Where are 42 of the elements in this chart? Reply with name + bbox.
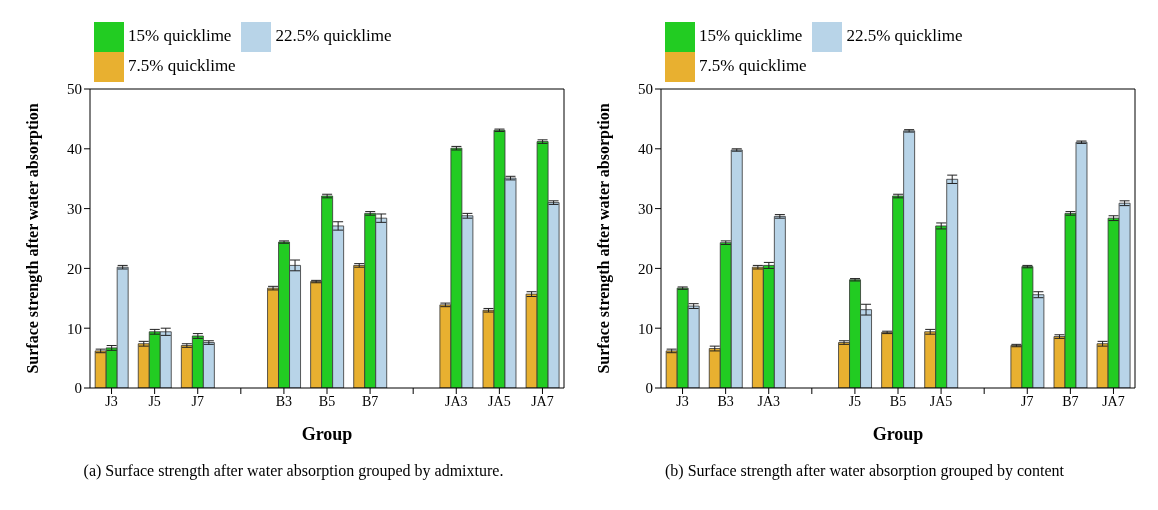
y-tick-label: 50 [638, 81, 653, 98]
x-tick-label: B5 [889, 393, 907, 409]
y-tick-label: 40 [638, 141, 653, 158]
y-tick-label: 30 [638, 200, 653, 217]
y-tick-label: 20 [638, 260, 653, 277]
x-tick-label: B3 [717, 393, 734, 409]
y-tick-label: 0 [645, 380, 653, 397]
y-tick-label: 30 [67, 200, 82, 217]
x-tick-label: J3 [676, 393, 689, 409]
y-axis-title: Surface strength after water absorption [594, 103, 613, 374]
legend-label: 22.5% quicklime [275, 25, 392, 45]
x-tick-label: JA3 [444, 393, 468, 409]
x-tick-label: J5 [848, 393, 862, 409]
y-tick-label: 40 [67, 141, 82, 158]
y-tick-label: 0 [74, 380, 82, 397]
legend-label: 7.5% quicklime [699, 55, 807, 75]
x-tick-label: B7 [361, 393, 379, 409]
legend-label: 15% quicklime [699, 25, 803, 45]
x-tick-label: JA3 [757, 393, 781, 409]
y-tick-label: 20 [67, 260, 82, 277]
x-tick-label: J7 [191, 393, 204, 409]
x-axis-title: Group [872, 424, 924, 444]
x-tick-label: JA7 [1102, 393, 1125, 409]
y-tick-label: 10 [67, 320, 82, 337]
x-tick-label: J3 [105, 393, 118, 409]
text: (a) Surface strength after water absorption grouped by admixture. [82, 462, 505, 480]
x-tick-label: B5 [318, 393, 336, 409]
y-tick-label: 50 [67, 81, 82, 98]
legend-label: 22.5% quicklime [846, 25, 963, 45]
legend-label: 7.5% quicklime [128, 55, 236, 75]
y-axis-title: Surface strength after water absorption [23, 103, 42, 374]
legend-label: 15% quicklime [128, 25, 232, 45]
x-tick-label: B3 [275, 393, 293, 409]
x-tick-label: B7 [1062, 393, 1079, 409]
x-tick-label: JA5 [929, 393, 953, 409]
x-axis-title: Group [301, 424, 353, 444]
text: (b) Surface strength after water absorption grouped by content [664, 462, 1065, 480]
x-tick-label: JA7 [531, 393, 554, 409]
x-tick-label: J7 [1021, 393, 1034, 409]
y-tick-label: 10 [638, 320, 653, 337]
x-tick-label: JA5 [488, 393, 511, 409]
x-tick-label: J5 [148, 393, 161, 409]
